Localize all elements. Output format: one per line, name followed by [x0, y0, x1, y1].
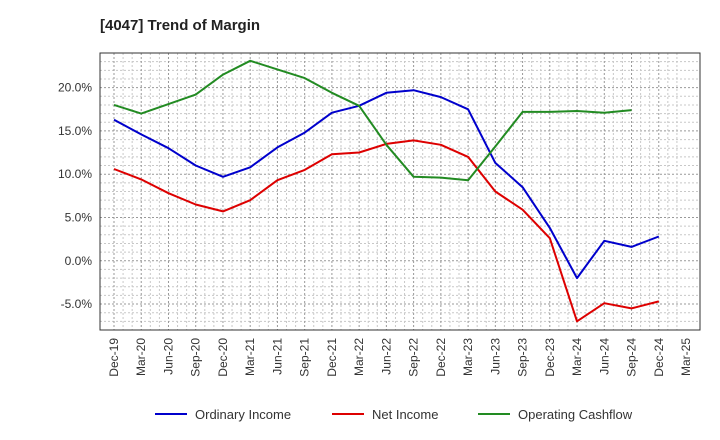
chart-title: [4047] Trend of Margin — [100, 17, 260, 34]
x-tick-label: Dec-20 — [216, 338, 230, 377]
x-tick-label: Mar-20 — [134, 338, 148, 376]
x-tick-label: Jun-21 — [270, 338, 284, 375]
x-tick-label: Dec-22 — [434, 338, 448, 377]
series-line-operating-cashflow — [113, 59, 632, 182]
x-tick-label: Jun-20 — [161, 338, 175, 375]
grid — [100, 52, 700, 331]
x-tick-label: Sep-24 — [625, 338, 639, 377]
x-tick-label: Jun-22 — [379, 338, 393, 375]
series-lines — [113, 59, 660, 323]
y-tick-label: -5.0% — [61, 297, 93, 311]
x-axis: Dec-19 Mar-20 Jun-20 Sep-20 Dec-20 Mar-21 Jun-… — [107, 338, 693, 377]
x-tick-label: Dec-24 — [652, 338, 666, 377]
x-tick-label: Sep-23 — [516, 338, 530, 377]
x-tick-label: Sep-20 — [189, 338, 203, 377]
x-tick-label: Mar-22 — [352, 338, 366, 376]
x-tick-label: Sep-21 — [298, 338, 312, 377]
x-tick-label: Dec-21 — [325, 338, 339, 377]
x-tick-label: Mar-23 — [461, 338, 475, 376]
x-tick-label: Mar-25 — [679, 338, 693, 376]
y-axis: -5.0% 0.0% 5.0% 10.0% 15.0% 20.0% — [58, 81, 92, 311]
y-tick-label: 0.0% — [65, 254, 93, 268]
x-tick-label: Mar-21 — [243, 338, 257, 376]
legend: Ordinary Income Net Income Operating Cashf… — [155, 407, 633, 422]
y-tick-label: 15.0% — [58, 124, 92, 138]
y-tick-label: 10.0% — [58, 167, 92, 181]
x-tick-label: Dec-19 — [107, 338, 121, 377]
x-tick-label: Sep-22 — [407, 338, 421, 377]
x-tick-label: Jun-24 — [597, 338, 611, 375]
y-tick-label: 20.0% — [58, 81, 92, 95]
x-tick-label: Mar-24 — [570, 338, 584, 376]
x-tick-label: Dec-23 — [543, 338, 557, 377]
series-line-ordinary-income — [113, 89, 660, 280]
legend-label-operating-cashflow: Operating Cashflow — [518, 407, 633, 422]
plot-frame — [99, 52, 701, 331]
legend-label-net-income: Net Income — [372, 407, 438, 422]
legend-label-ordinary-income: Ordinary Income — [195, 407, 291, 422]
y-tick-label: 5.0% — [65, 210, 93, 224]
x-tick-label: Jun-23 — [488, 338, 502, 375]
